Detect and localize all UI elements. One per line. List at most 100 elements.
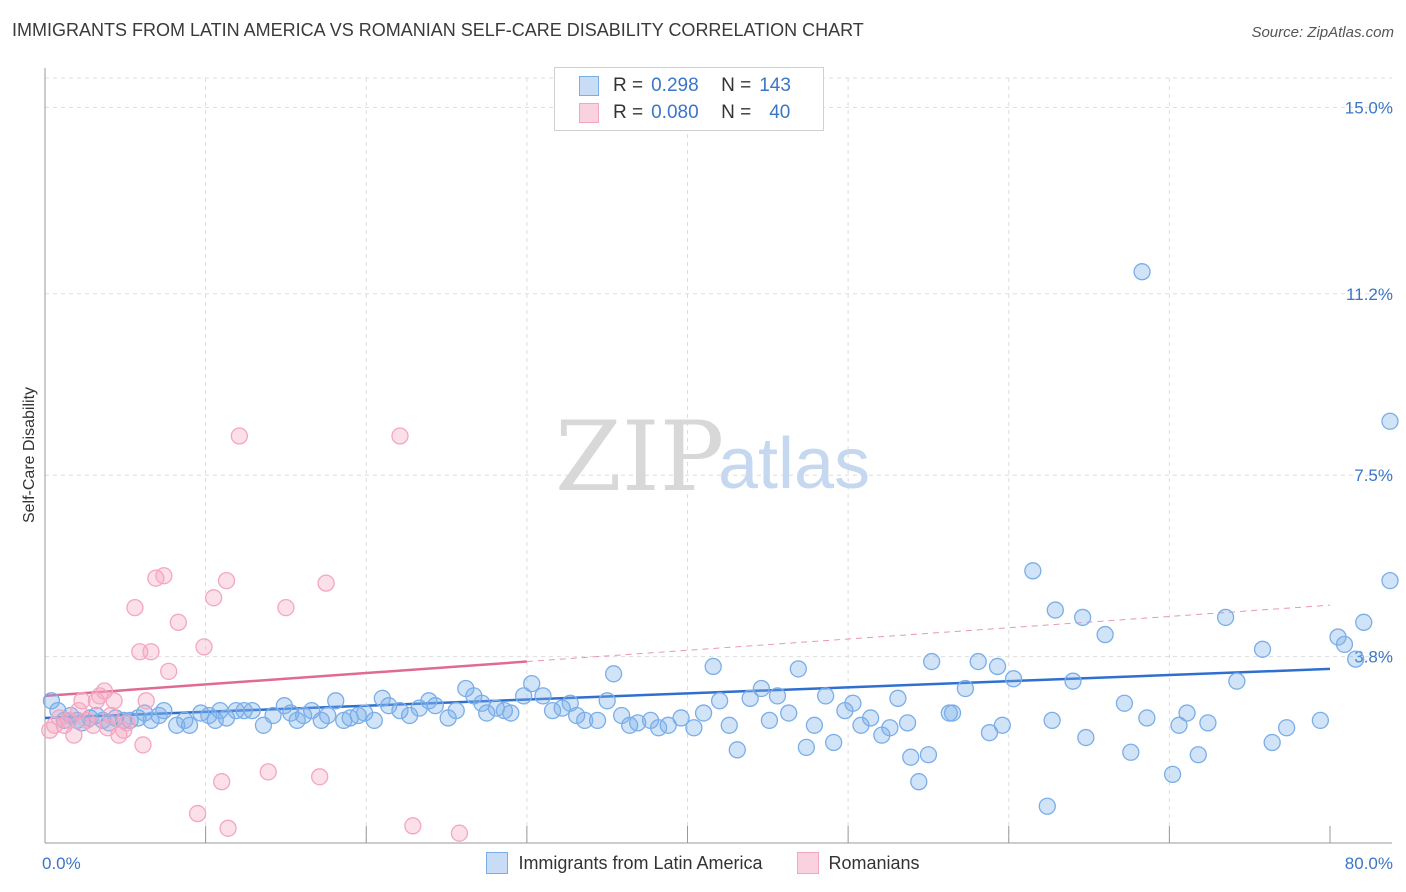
latin-america-point [576, 711, 594, 730]
latin-america-point [1096, 625, 1114, 644]
romanian-point [73, 692, 91, 710]
latin-america-point [319, 706, 337, 725]
romanian-point [311, 768, 329, 786]
latin-america-point [1170, 716, 1188, 734]
latin-america-point [752, 679, 771, 698]
romanian-point [391, 427, 409, 445]
romanian-point [230, 427, 249, 445]
romanian-point [118, 714, 136, 732]
romanian-trend-extension [526, 604, 1331, 663]
romanian-point [155, 567, 173, 585]
x-tick-labels: 0.0% 80.0% [42, 854, 1393, 873]
latin-america-point [1115, 694, 1134, 712]
stats-legend-row-romanians: R = 0.080 N = 40 [579, 101, 790, 125]
latin-america-point [993, 716, 1011, 734]
romanian-point [134, 736, 152, 754]
latin-america-point [1335, 635, 1354, 654]
romanian-point [259, 763, 277, 781]
latin-america-point [1381, 412, 1399, 430]
n-label: N = [721, 75, 752, 96]
latin-america-point [704, 657, 722, 676]
romanian-point [126, 598, 144, 617]
latin-america-point [694, 704, 713, 722]
y-tick-label: 15.0% [1345, 98, 1393, 117]
latin-america-point [155, 701, 173, 720]
latin-america-point [42, 692, 61, 710]
latin-america-point [1311, 711, 1330, 730]
x-tick-label: 0.0% [42, 854, 81, 873]
latin-america-point [797, 738, 816, 757]
latin-america-point [780, 704, 798, 722]
latin-america-point [426, 697, 444, 715]
latin-america-point [1122, 743, 1140, 761]
r-label: R = [613, 75, 644, 96]
latin-america-point [176, 711, 194, 730]
latin-america-point [180, 716, 199, 734]
y-tick-label: 11.2% [1346, 285, 1393, 304]
trend-lines [44, 604, 1331, 720]
n-value: 143 [759, 75, 791, 96]
latin-america-point [685, 719, 703, 737]
latin-america-point [1277, 719, 1296, 737]
romanian-point [205, 589, 223, 607]
r-value: 0.298 [651, 75, 699, 96]
romanian-point [450, 824, 469, 842]
latin-america-point [980, 724, 999, 742]
latin-america-point [889, 689, 907, 707]
latin-america-point [956, 679, 975, 698]
latin-america-point [365, 711, 383, 730]
legend-item-romanians[interactable]: Romanians [796, 852, 920, 874]
latin-america-point [898, 714, 917, 732]
latin-america-point [1024, 562, 1042, 580]
latin-america-point [1178, 704, 1196, 722]
latin-america-point [1347, 650, 1365, 668]
series-legend: Immigrants from Latin America Romanians [0, 852, 1406, 874]
latin-america-point [710, 692, 729, 710]
latin-america-point [1381, 571, 1399, 590]
n-value: 40 [769, 102, 791, 123]
latin-america-point [391, 701, 409, 720]
n-label: N = [721, 102, 752, 123]
latin-america-point [659, 716, 677, 734]
stats-legend: R = 0.298 N = 143 R = 0.080 N = 40 [554, 67, 824, 131]
latin-america-point [720, 716, 738, 734]
romanian-point [102, 706, 120, 725]
latin-america-point [588, 711, 607, 730]
data-points [41, 263, 1399, 842]
romanian-point [65, 726, 83, 744]
latin-america-point [760, 711, 779, 730]
latin-america-point [816, 687, 835, 705]
watermark: ZIP atlas [555, 401, 870, 513]
latin-america-point [1199, 714, 1217, 732]
y-tick-labels: 3.8% 7.5% 11.2% 15.0% [1345, 98, 1393, 666]
romanian-point [219, 819, 237, 837]
latin-america-point [523, 674, 541, 693]
latin-america-point [478, 704, 496, 722]
latin-america-point [881, 719, 899, 737]
latin-america-point [1253, 640, 1272, 658]
latin-america-point [728, 741, 746, 759]
axes [44, 68, 1392, 844]
latin-america-point [243, 701, 261, 720]
latin-america-point [923, 652, 941, 671]
latin-america-point [1163, 765, 1182, 783]
latin-america-point [672, 709, 690, 727]
romanian-point [84, 716, 102, 734]
latin-america-point [1004, 670, 1023, 688]
romanian-point [195, 638, 213, 656]
latin-america-point [861, 709, 880, 727]
romanian-point [160, 662, 178, 681]
latin-america-point [741, 689, 759, 707]
latin-america-point [902, 748, 920, 766]
romanian-point [142, 643, 160, 661]
latin-america-point [447, 701, 465, 720]
romanian-point [169, 613, 187, 631]
latin-america-point [598, 692, 616, 710]
latin-america-point [1228, 672, 1246, 690]
y-axis-label: Self-Care Disability [21, 387, 38, 523]
legend-item-latin-america[interactable]: Immigrants from Latin America [486, 852, 763, 874]
r-label: R = [613, 102, 644, 123]
romanian-swatch-icon [579, 103, 599, 123]
latin-america-point [380, 697, 398, 715]
